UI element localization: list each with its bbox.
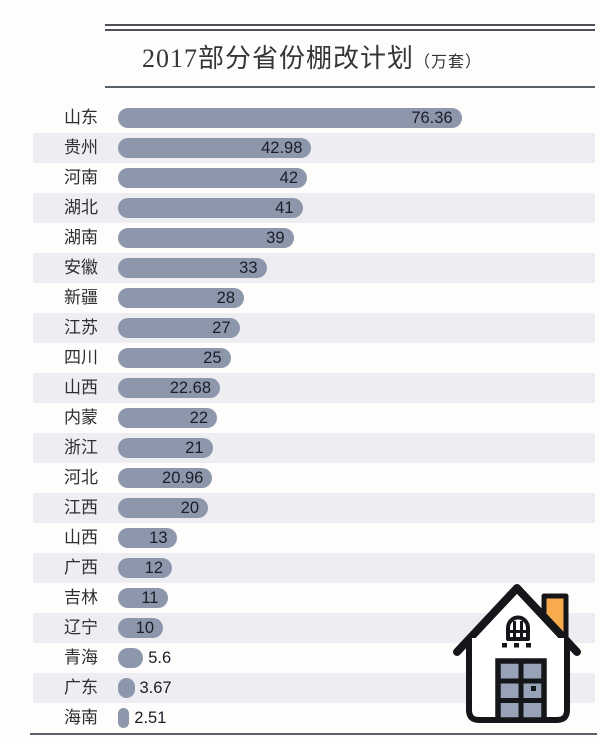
bar-row: 青海 5.6 — [0, 643, 600, 673]
bar: 39 — [118, 228, 294, 248]
facade-dot — [514, 643, 519, 648]
bar-value: 27 — [212, 319, 231, 337]
bar: 25 — [118, 348, 231, 368]
province-label: 内蒙 — [64, 408, 98, 427]
province-label: 海南 — [64, 708, 98, 727]
bar-value: 42.98 — [261, 139, 303, 157]
bar: 41 — [118, 198, 303, 218]
bar-row: 山东 76.36 — [0, 103, 600, 133]
province-label: 山西 — [64, 528, 98, 547]
title-bottom-rule — [105, 86, 595, 88]
bar-row: 海南 2.51 — [0, 703, 600, 733]
bar-value: 3.67 — [139, 679, 172, 697]
province-label: 湖北 — [64, 198, 98, 217]
chart-unit-label: （万套） — [414, 54, 483, 71]
bar-row: 江西 20 — [0, 493, 600, 523]
bar-row: 湖北 41 — [0, 193, 600, 223]
bar-row: 吉林 11 — [0, 583, 600, 613]
bar: 22 — [118, 408, 217, 428]
bar-row: 内蒙 22 — [0, 403, 600, 433]
province-label: 山西 — [64, 378, 98, 397]
bar: 3.67 — [118, 678, 172, 698]
doorknob — [531, 686, 536, 691]
bar-value: 28 — [216, 289, 235, 307]
province-label: 山东 — [64, 108, 98, 127]
bar: 42 — [118, 168, 307, 188]
bar: 22.68 — [118, 378, 221, 398]
bar: 11 — [118, 588, 168, 608]
bar-value: 41 — [275, 199, 294, 217]
province-label: 浙江 — [64, 438, 98, 457]
bar-value: 13 — [149, 529, 168, 547]
bar: 42.98 — [118, 138, 312, 158]
province-label: 湖南 — [64, 228, 98, 247]
page-title: 2017部分省份棚改计划（万套） — [67, 31, 557, 86]
province-label: 青海 — [64, 648, 98, 667]
province-label: 河南 — [64, 168, 98, 187]
attic-window-icon — [506, 615, 530, 641]
bar: 33 — [118, 258, 267, 278]
bar-row: 浙江 21 — [0, 433, 600, 463]
province-label: 吉林 — [64, 588, 98, 607]
bar-value: 12 — [144, 559, 163, 577]
province-label: 安徽 — [64, 258, 98, 277]
bar-value: 11 — [141, 589, 159, 607]
bar-rows: 山东 76.36 贵州 42.98 河南 42 湖北 41 湖南 — [0, 103, 600, 733]
bar: 13 — [118, 528, 177, 548]
facade-dot — [502, 643, 507, 648]
province-label: 四川 — [64, 348, 98, 367]
bar-value: 5.6 — [148, 649, 172, 667]
title-band: 2017部分省份棚改计划（万套） — [105, 24, 595, 88]
province-label: 贵州 — [64, 138, 98, 157]
bar-value: 25 — [203, 349, 222, 367]
bar-row: 山西 22.68 — [0, 373, 600, 403]
province-label: 广西 — [64, 558, 98, 577]
house-icon — [453, 584, 581, 723]
bar-value: 20 — [180, 499, 199, 517]
bar-row: 四川 25 — [0, 343, 600, 373]
bar-row: 新疆 28 — [0, 283, 600, 313]
bar: 10 — [118, 618, 163, 638]
bar: 27 — [118, 318, 240, 338]
bar: 20.96 — [118, 468, 213, 488]
bar-value: 33 — [239, 259, 258, 277]
province-label: 广东 — [64, 678, 98, 697]
province-label: 新疆 — [64, 288, 98, 307]
bar-value: 76.36 — [411, 109, 453, 127]
bar-value: 10 — [135, 619, 154, 637]
roof-outline — [453, 584, 581, 656]
bar-value: 20.96 — [162, 469, 204, 487]
province-label: 辽宁 — [64, 618, 98, 637]
bar-value: 22.68 — [169, 379, 212, 397]
top-double-rule-1 — [105, 24, 595, 26]
top-double-rule-2 — [105, 29, 595, 31]
bar-value: 22 — [189, 409, 208, 427]
bar-row: 广西 12 — [0, 553, 600, 583]
bar: 12 — [118, 558, 172, 578]
bar-row: 湖南 39 — [0, 223, 600, 253]
bar-row: 山西 13 — [0, 523, 600, 553]
bar: 21 — [118, 438, 213, 458]
province-label: 河北 — [64, 468, 98, 487]
bar-row: 河南 42 — [0, 163, 600, 193]
bar-value: 39 — [266, 229, 285, 247]
chart-title: 2017部分省份棚改计划 — [141, 44, 414, 73]
bar-value: 21 — [185, 439, 204, 457]
bar-row: 江苏 27 — [0, 313, 600, 343]
bar: 20 — [118, 498, 208, 518]
bar: 28 — [118, 288, 244, 308]
bar: 76.36 — [118, 108, 462, 128]
facade-dot — [526, 643, 531, 648]
bar: 2.51 — [118, 708, 166, 728]
bar-row: 河北 20.96 — [0, 463, 600, 493]
bar: 5.6 — [118, 648, 171, 668]
bar-row: 贵州 42.98 — [0, 133, 600, 163]
bar-value: 42 — [279, 169, 298, 187]
province-label: 江西 — [64, 498, 98, 517]
province-label: 江苏 — [64, 318, 98, 337]
bar-row: 安徽 33 — [0, 253, 600, 283]
bar-value: 2.51 — [134, 709, 167, 727]
bottom-rule — [30, 733, 597, 735]
